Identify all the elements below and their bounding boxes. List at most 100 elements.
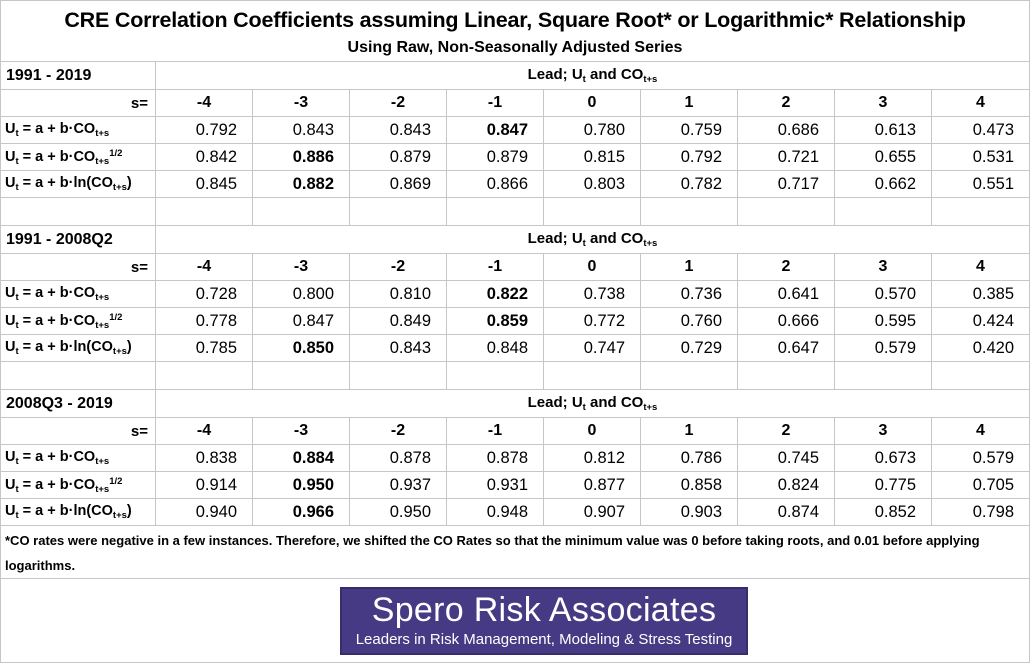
- value-cell: 0.843: [350, 335, 447, 362]
- spacer-cell: [932, 362, 1029, 390]
- row-label: Ut = a + b·COt+s1/2: [1, 472, 156, 499]
- value-cell: 0.736: [641, 281, 738, 308]
- value-cell: 0.759: [641, 117, 738, 144]
- s-label: s=: [1, 90, 156, 117]
- value-cell: 0.852: [835, 499, 932, 526]
- value-cell: 0.859: [447, 308, 544, 335]
- col-header: 2: [738, 418, 835, 445]
- col-header: -1: [447, 418, 544, 445]
- value-cell: 0.845: [156, 171, 253, 198]
- value-cell: 0.800: [253, 281, 350, 308]
- value-cell: 0.878: [447, 445, 544, 472]
- value-cell: 0.778: [156, 308, 253, 335]
- value-cell: 0.579: [835, 335, 932, 362]
- value-cell: 0.780: [544, 117, 641, 144]
- company-tagline: Leaders in Risk Management, Modeling & S…: [355, 631, 733, 648]
- value-cell: 0.878: [350, 445, 447, 472]
- col-header: -3: [253, 418, 350, 445]
- col-header: 3: [835, 90, 932, 117]
- value-cell: 0.966: [253, 499, 350, 526]
- value-cell: 0.717: [738, 171, 835, 198]
- col-header: -4: [156, 254, 253, 281]
- col-header: 0: [544, 90, 641, 117]
- col-header: 0: [544, 254, 641, 281]
- value-cell: 0.666: [738, 308, 835, 335]
- row-label: Ut = a + b·COt+s1/2: [1, 308, 156, 335]
- value-cell: 0.866: [447, 171, 544, 198]
- lead-header: Lead; Ut and COt+s: [156, 226, 1029, 254]
- value-cell: 0.848: [447, 335, 544, 362]
- value-cell: 0.931: [447, 472, 544, 499]
- col-header: 1: [641, 418, 738, 445]
- value-cell: 0.570: [835, 281, 932, 308]
- col-header: -1: [447, 90, 544, 117]
- spacer-cell: [835, 198, 932, 226]
- col-header: 4: [932, 254, 1029, 281]
- row-label: Ut = a + b·COt+s: [1, 445, 156, 472]
- company-name: Spero Risk Associates: [371, 591, 717, 629]
- col-header: -3: [253, 254, 350, 281]
- spacer-cell: [738, 362, 835, 390]
- value-cell: 0.847: [447, 117, 544, 144]
- value-cell: 0.798: [932, 499, 1029, 526]
- lead-header: Lead; Ut and COt+s: [156, 390, 1029, 418]
- value-cell: 0.662: [835, 171, 932, 198]
- value-cell: 0.686: [738, 117, 835, 144]
- value-cell: 0.948: [447, 499, 544, 526]
- col-header: -2: [350, 90, 447, 117]
- banner-row: Spero Risk Associates Leaders in Risk Ma…: [1, 579, 1029, 662]
- value-cell: 0.858: [641, 472, 738, 499]
- col-header: 0: [544, 418, 641, 445]
- value-cell: 0.655: [835, 144, 932, 171]
- value-cell: 0.950: [350, 499, 447, 526]
- value-cell: 0.385: [932, 281, 1029, 308]
- spacer-cell: [350, 362, 447, 390]
- period-label: 1991 - 2019: [1, 62, 156, 90]
- value-cell: 0.721: [738, 144, 835, 171]
- correlation-table: 1991 - 2019 Lead; Ut and COt+s s= -4 -3 -2 -1 0…: [1, 62, 1029, 226]
- col-header: 2: [738, 90, 835, 117]
- value-cell: 0.747: [544, 335, 641, 362]
- value-cell: 0.760: [641, 308, 738, 335]
- row-label: Ut = a + b·ln(COt+s): [1, 335, 156, 362]
- value-cell: 0.810: [350, 281, 447, 308]
- value-cell: 0.745: [738, 445, 835, 472]
- spacer-cell: [156, 362, 253, 390]
- col-header: 1: [641, 254, 738, 281]
- value-cell: 0.824: [738, 472, 835, 499]
- value-cell: 0.803: [544, 171, 641, 198]
- tables-container: 1991 - 2019 Lead; Ut and COt+s s= -4 -3 -2 -1 0…: [1, 62, 1029, 526]
- footnote: *CO rates were negative in a few instanc…: [1, 526, 1029, 579]
- col-header: -2: [350, 418, 447, 445]
- spacer-cell: [253, 198, 350, 226]
- value-cell: 0.420: [932, 335, 1029, 362]
- value-cell: 0.792: [641, 144, 738, 171]
- value-cell: 0.882: [253, 171, 350, 198]
- value-cell: 0.877: [544, 472, 641, 499]
- page-subtitle: Using Raw, Non-Seasonally Adjusted Serie…: [347, 39, 683, 56]
- period-label: 2008Q3 - 2019: [1, 390, 156, 418]
- value-cell: 0.792: [156, 117, 253, 144]
- spacer-cell: [447, 198, 544, 226]
- value-cell: 0.822: [447, 281, 544, 308]
- col-header: 2: [738, 254, 835, 281]
- value-cell: 0.785: [156, 335, 253, 362]
- value-cell: 0.884: [253, 445, 350, 472]
- value-cell: 0.673: [835, 445, 932, 472]
- value-cell: 0.850: [253, 335, 350, 362]
- s-label: s=: [1, 254, 156, 281]
- spacer-cell: [738, 198, 835, 226]
- lead-header: Lead; Ut and COt+s: [156, 62, 1029, 90]
- value-cell: 0.738: [544, 281, 641, 308]
- col-header: 4: [932, 90, 1029, 117]
- spacer-cell: [1, 362, 156, 390]
- period-label: 1991 - 2008Q2: [1, 226, 156, 254]
- col-header: -3: [253, 90, 350, 117]
- value-cell: 0.728: [156, 281, 253, 308]
- row-label: Ut = a + b·COt+s: [1, 117, 156, 144]
- correlation-table: 2008Q3 - 2019 Lead; Ut and COt+s s= -4 -3 -2-…: [1, 390, 1029, 526]
- value-cell: 0.940: [156, 499, 253, 526]
- spacer-cell: [835, 362, 932, 390]
- company-banner: Spero Risk Associates Leaders in Risk Ma…: [340, 587, 748, 655]
- value-cell: 0.613: [835, 117, 932, 144]
